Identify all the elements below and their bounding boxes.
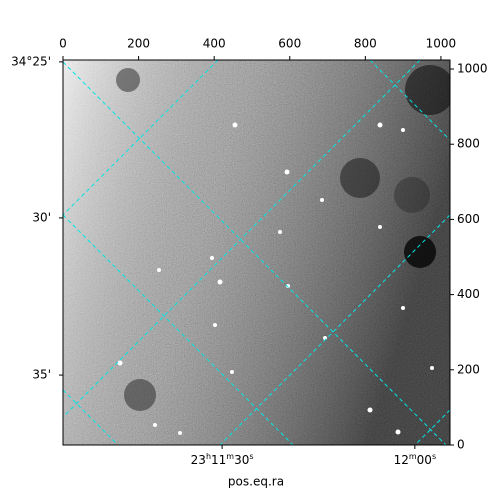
y-tick-label: 600 [457,212,480,226]
x-tick-label: 400 [203,37,226,51]
y-tick-label: 800 [457,137,480,151]
ra-tick-label: 12m00s [394,452,437,467]
x-tick-label: 0 [59,37,67,51]
dec-tick-label: 35' [32,368,51,382]
axes-frame [62,59,451,446]
y-tick-label: 0 [457,438,465,452]
y-tick-label: 400 [457,287,480,301]
y-tick-label: 1000 [457,62,488,76]
x-tick-label: 200 [127,37,150,51]
coordinate-grid [63,60,450,445]
dec-tick-label: 34°25' [11,54,51,68]
x-tick-label: 1000 [426,37,457,51]
sky-image [63,60,450,445]
x-axis-label: pos.eq.ra [228,475,284,489]
ra-tick-label: 23h11m30s [191,452,254,467]
x-tick-label: 600 [278,37,301,51]
x-tick-label: 800 [354,37,377,51]
y-tick-label: 200 [457,362,480,376]
dec-tick-label: 30' [32,210,51,224]
